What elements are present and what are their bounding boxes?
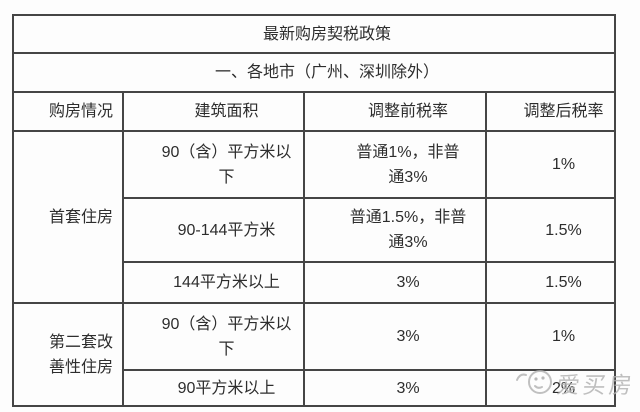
rate-before-cell: 3%	[303, 369, 487, 407]
deed-tax-policy-table: 最新购房契税政策 一、各地市（广州、深圳除外） 购房情况 建筑面积 调整前税率 …	[11, 14, 617, 407]
table-row: 144平方米以上 3% 1.5%	[13, 261, 617, 304]
area-cell: 90（含）平方米以 下	[122, 302, 305, 371]
rate-before-cell: 普通1.5%，非普 通3%	[303, 197, 487, 263]
column-header-building-area: 建筑面积	[122, 91, 305, 132]
table-title: 最新购房契税政策	[11, 14, 617, 54]
area-cell: 90平方米以上	[122, 369, 305, 407]
area-cell: 144平方米以上	[122, 261, 305, 304]
column-header-rate-before: 调整前税率	[303, 91, 487, 132]
column-header-purchase-situation: 购房情况	[12, 91, 124, 132]
area-cell: 90-144平方米	[122, 197, 305, 263]
table-header-row: 购房情况 建筑面积 调整前税率 调整后税率	[12, 91, 617, 132]
table-row: 首套住房 90（含）平方米以 下 普通1%，非普 通3% 1%	[12, 130, 617, 304]
category-first-home: 首套住房	[12, 130, 124, 304]
category-second-improved-home: 第二套改 善性住房	[12, 302, 124, 407]
rate-before-cell: 3%	[303, 261, 487, 304]
rate-before-cell: 普通1%，非普 通3%	[303, 130, 487, 199]
table-section-row: 一、各地市（广州、深圳除外）	[11, 52, 617, 93]
rate-after-cell: 1.5%	[484, 261, 617, 304]
rate-before-cell: 3%	[303, 302, 487, 371]
section-heading: 一、各地市（广州、深圳除外）	[11, 52, 617, 93]
rate-after-cell: 1%	[484, 302, 617, 371]
table-row: 第二套改 善性住房 90（含）平方米以 下 3% 1%	[12, 302, 617, 407]
rate-after-cell: 2%	[484, 369, 617, 407]
column-header-rate-after: 调整后税率	[484, 91, 617, 132]
table-row: 90-144平方米 普通1.5%，非普 通3% 1.5%	[13, 197, 617, 263]
rate-after-cell: 1%	[484, 130, 617, 199]
rate-after-cell: 1.5%	[484, 197, 617, 263]
area-cell: 90（含）平方米以 下	[122, 130, 305, 199]
table-row: 90平方米以上 3% 2%	[13, 369, 617, 407]
table-title-row: 最新购房契税政策	[11, 14, 617, 54]
